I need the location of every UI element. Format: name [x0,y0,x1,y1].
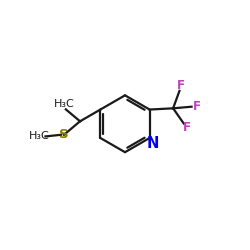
Text: H₃C: H₃C [28,132,49,141]
Text: F: F [193,100,201,113]
Text: H₃C: H₃C [54,99,75,109]
Text: S: S [59,128,69,141]
Text: F: F [183,122,191,134]
Text: F: F [177,79,185,92]
Text: N: N [146,136,159,151]
